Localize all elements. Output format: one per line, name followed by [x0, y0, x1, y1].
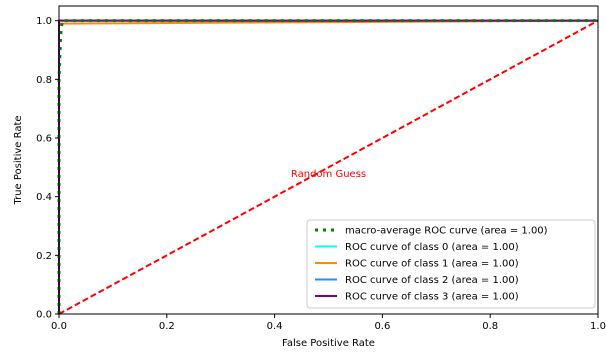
legend: macro-average ROC curve (area = 1.00) ROC… [306, 219, 596, 309]
x-tick-label: 0.0 [51, 321, 67, 332]
y-tick-label: 1.0 [36, 16, 52, 27]
y-tick-label: 0.8 [36, 75, 52, 86]
series-line-0 [57, 19, 598, 314]
legend-label-1: ROC curve of class 0 (area = 1.00) [345, 242, 519, 253]
legend-label-3: ROC curve of class 2 (area = 1.00) [345, 275, 519, 286]
x-axis-title: False Positive Rate [282, 338, 375, 349]
legend-box [306, 219, 596, 309]
axes-frame [58, 5, 599, 315]
y-axis-title: True Positive Rate [13, 115, 24, 205]
axes: 0.0 0.2 0.4 0.6 0.8 1.0 0.0 0.2 0.4 0.6 0.8 1.0 Fals… [13, 5, 606, 349]
x-tick-label: 0.6 [374, 321, 390, 332]
legend-label-4: ROC curve of class 3 (area = 1.00) [345, 292, 519, 303]
y-tick-label: 0.0 [36, 310, 52, 321]
legend-label-0: macro-average ROC curve (area = 1.00) [345, 226, 548, 237]
random-guess-line [58, 19, 599, 315]
x-tick-label: 0.4 [267, 321, 283, 332]
x-tick-label: 0.8 [482, 321, 498, 332]
y-tick-label: 0.2 [36, 251, 52, 262]
x-tick-label: 1.0 [590, 321, 606, 332]
x-tick-label: 0.2 [159, 321, 175, 332]
legend-label-2: ROC curve of class 1 (area = 1.00) [345, 259, 519, 270]
y-tick-label: 0.6 [36, 134, 52, 145]
annotation-random-guess: Random Guess [291, 169, 366, 180]
y-tick-label: 0.4 [36, 192, 52, 203]
